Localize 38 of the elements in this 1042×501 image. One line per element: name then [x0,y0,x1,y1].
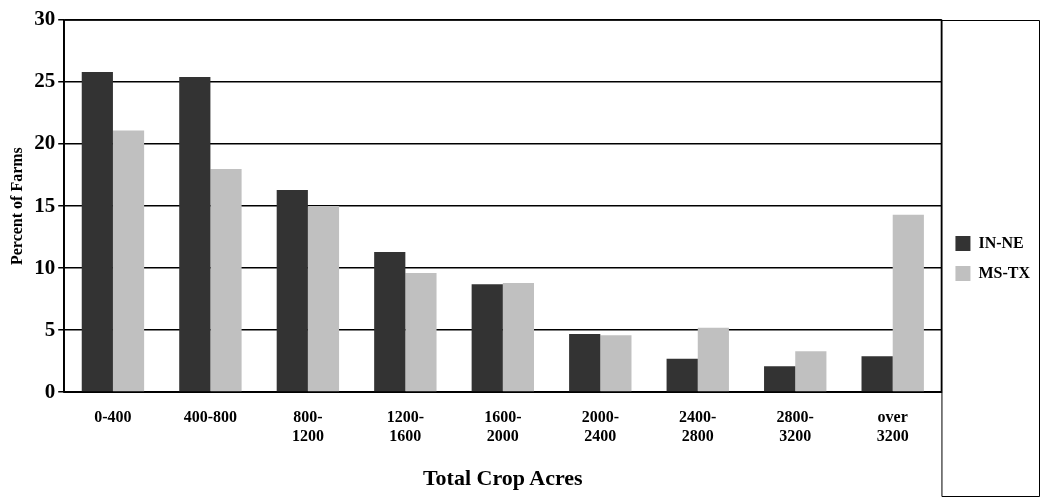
y-tick-label: 5 [44,316,56,341]
x-tick-label: 2400-2800 [679,407,717,445]
bar [112,130,145,392]
y-tick-label: 30 [34,6,56,31]
legend-label: MS-TX [978,263,1031,281]
x-tick-label: 1200-1600 [386,407,425,445]
x-tick-label: 0-400 [94,407,132,425]
bar [179,77,211,392]
bar [307,206,340,392]
x-tick-label: over 3200 [876,407,909,445]
x-tick-label: 800-1200 [291,407,324,445]
bar [795,351,827,392]
legend-label: IN-NE [978,233,1024,251]
y-axis-title: Percent of Farms [7,147,25,266]
bar [892,214,924,392]
x-tick-label: 400-800 [183,407,238,425]
x-tick-label: 1600-2000 [484,407,522,445]
y-tick-label: 20 [34,130,56,155]
bar [697,327,729,392]
bar [210,168,242,392]
x-tick-label: 2000-2400 [581,407,619,445]
bar [276,189,308,392]
bar [569,333,601,392]
bar [600,335,632,392]
bar [502,283,535,392]
y-tick-label: 0 [44,378,56,403]
x-axis-title: Total Crop Acres [422,465,584,491]
bar [666,358,698,392]
y-tick-label: 10 [34,254,56,279]
bar [861,356,893,392]
bar [374,252,406,392]
bar [81,72,113,392]
y-tick-label: 25 [34,68,56,93]
y-tick-label: 15 [34,192,56,217]
bar [764,366,796,392]
bar [471,284,503,392]
bar [405,273,437,392]
x-tick-label: 2800-3200 [776,407,814,445]
